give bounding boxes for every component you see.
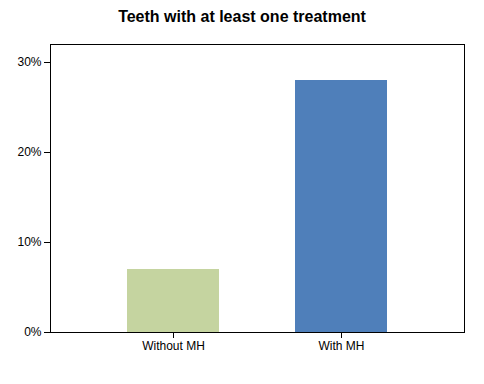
svg-text:0%: 0% <box>24 325 42 339</box>
svg-text:20%: 20% <box>17 145 41 159</box>
svg-text:10%: 10% <box>17 235 41 249</box>
svg-text:Without MH: Without MH <box>142 339 205 353</box>
svg-text:With MH: With MH <box>319 339 365 353</box>
html-text:Teeth with at least one treatm: Teeth with at least one treatment <box>118 8 366 25</box>
svg-text:30%: 30% <box>17 55 41 69</box>
